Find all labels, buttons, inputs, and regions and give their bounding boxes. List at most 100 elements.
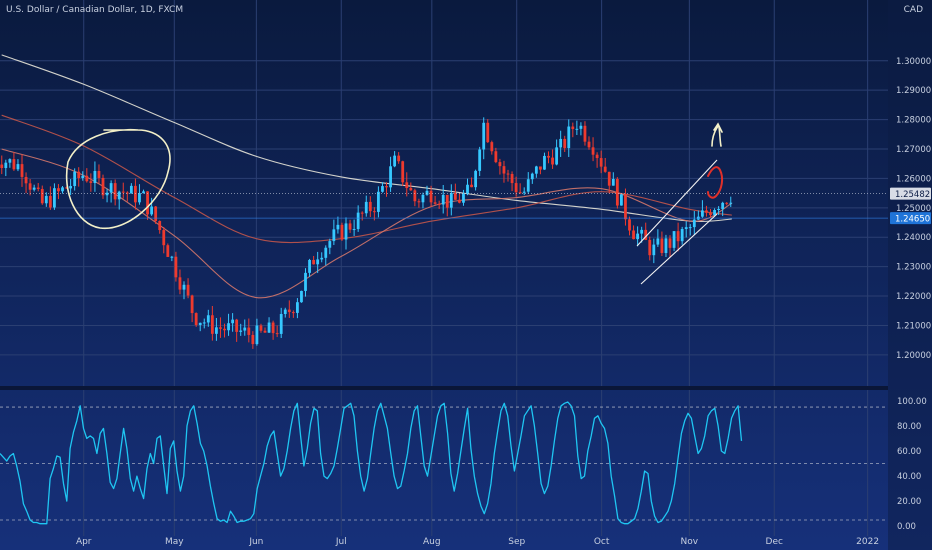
- candle-body: [142, 191, 145, 194]
- candle-body: [304, 272, 307, 291]
- price-label-text: 1.25482: [895, 190, 930, 200]
- candle-body: [227, 323, 230, 331]
- oscillator-tick-label: 60.00: [897, 447, 921, 457]
- candle-body: [688, 227, 692, 229]
- candle-body: [709, 212, 712, 216]
- candle-body: [417, 201, 421, 203]
- moving-average-line: [1, 114, 732, 244]
- candle-body: [453, 193, 457, 200]
- candle-body: [312, 259, 316, 265]
- candle-body: [231, 319, 235, 324]
- candle-body: [405, 182, 409, 189]
- channel-upper-line: [636, 159, 718, 247]
- candle-body: [101, 177, 105, 196]
- time-tick-label: Aug: [423, 537, 441, 547]
- candle-body: [283, 309, 287, 315]
- candle-body: [640, 229, 644, 234]
- candle-body: [20, 164, 24, 177]
- candle-body: [113, 183, 117, 200]
- candle-body: [502, 166, 506, 174]
- time-tick-label: Dec: [766, 537, 783, 547]
- price-tick-label: 1.25000: [896, 204, 931, 214]
- candle-body: [514, 183, 518, 193]
- candle-body: [567, 126, 571, 149]
- candle-body: [336, 224, 340, 230]
- candle-body: [352, 229, 356, 231]
- candle-body: [32, 187, 36, 190]
- candle-body: [287, 309, 291, 313]
- time-tick-label: Jul: [335, 537, 347, 547]
- candle-body: [97, 170, 101, 178]
- candle-body: [190, 295, 194, 314]
- candle-body: [48, 195, 52, 208]
- candle-body: [202, 322, 206, 324]
- oscillator-tick-label: 40.00: [897, 472, 921, 482]
- candle-body: [628, 219, 631, 231]
- currency-label: CAD: [903, 5, 923, 15]
- candle-body: [534, 166, 538, 174]
- candle-body: [385, 186, 388, 188]
- candle-body: [247, 327, 251, 335]
- candle-body: [599, 158, 603, 167]
- candle-body: [429, 190, 433, 203]
- candle-body: [547, 155, 550, 158]
- candle-body: [40, 188, 44, 204]
- candle-body: [324, 247, 328, 258]
- candle-body: [117, 191, 121, 200]
- candle-body: [498, 162, 502, 167]
- candle-body: [656, 238, 660, 245]
- price-tick-label: 1.27000: [896, 145, 931, 155]
- candle-body: [482, 122, 486, 150]
- candle-body: [648, 239, 652, 256]
- candle-body: [389, 166, 392, 188]
- candle-body: [510, 173, 514, 184]
- candle-body: [652, 244, 656, 256]
- candle-body: [360, 212, 364, 214]
- candle-body: [526, 179, 530, 192]
- candle-body: [478, 149, 482, 171]
- oscillator-tick-label: 80.00: [897, 422, 921, 432]
- candle-body: [551, 157, 554, 165]
- candle-body: [12, 159, 16, 170]
- candle-body: [267, 322, 271, 333]
- candle-body: [300, 290, 303, 303]
- candle-body: [186, 284, 190, 296]
- price-tick-label: 1.23000: [896, 263, 931, 273]
- time-tick-label: May: [165, 537, 184, 547]
- axes: 1.30000 1.29000 1.28000 1.27000 1.26000 1.250…: [76, 0, 932, 550]
- price-axis-panel: [888, 0, 932, 550]
- candle-body: [462, 193, 465, 203]
- candle-body: [44, 195, 48, 204]
- candle-body: [393, 155, 397, 167]
- candle-body: [219, 327, 222, 329]
- price-tick-label: 1.28000: [896, 116, 931, 126]
- candle-body: [397, 155, 401, 162]
- candle-body: [328, 241, 332, 248]
- candle-body: [206, 315, 210, 323]
- candle-body: [575, 128, 579, 130]
- moving-average-line: [1, 54, 732, 223]
- candle-body: [271, 322, 275, 334]
- candle-body: [705, 210, 708, 213]
- candle-body: [466, 184, 469, 194]
- candle-body: [615, 178, 619, 206]
- candle-body: [445, 194, 449, 208]
- candle-body: [664, 238, 668, 253]
- oscillator-pane: [0, 401, 888, 525]
- candle-body: [105, 192, 109, 196]
- candle-body: [433, 202, 437, 204]
- candle-body: [543, 155, 546, 170]
- candle-body: [470, 184, 473, 188]
- price-tick-label: 1.30000: [896, 57, 931, 67]
- candle-body: [713, 210, 716, 216]
- candle-body: [4, 162, 8, 169]
- price-tick-label: 1.24000: [896, 233, 931, 243]
- candle-body: [717, 208, 721, 211]
- time-tick-label: 2022: [856, 537, 879, 547]
- candle-body: [490, 142, 494, 152]
- candle-body: [24, 176, 28, 184]
- candle-body: [158, 221, 162, 231]
- candle-body: [170, 256, 174, 258]
